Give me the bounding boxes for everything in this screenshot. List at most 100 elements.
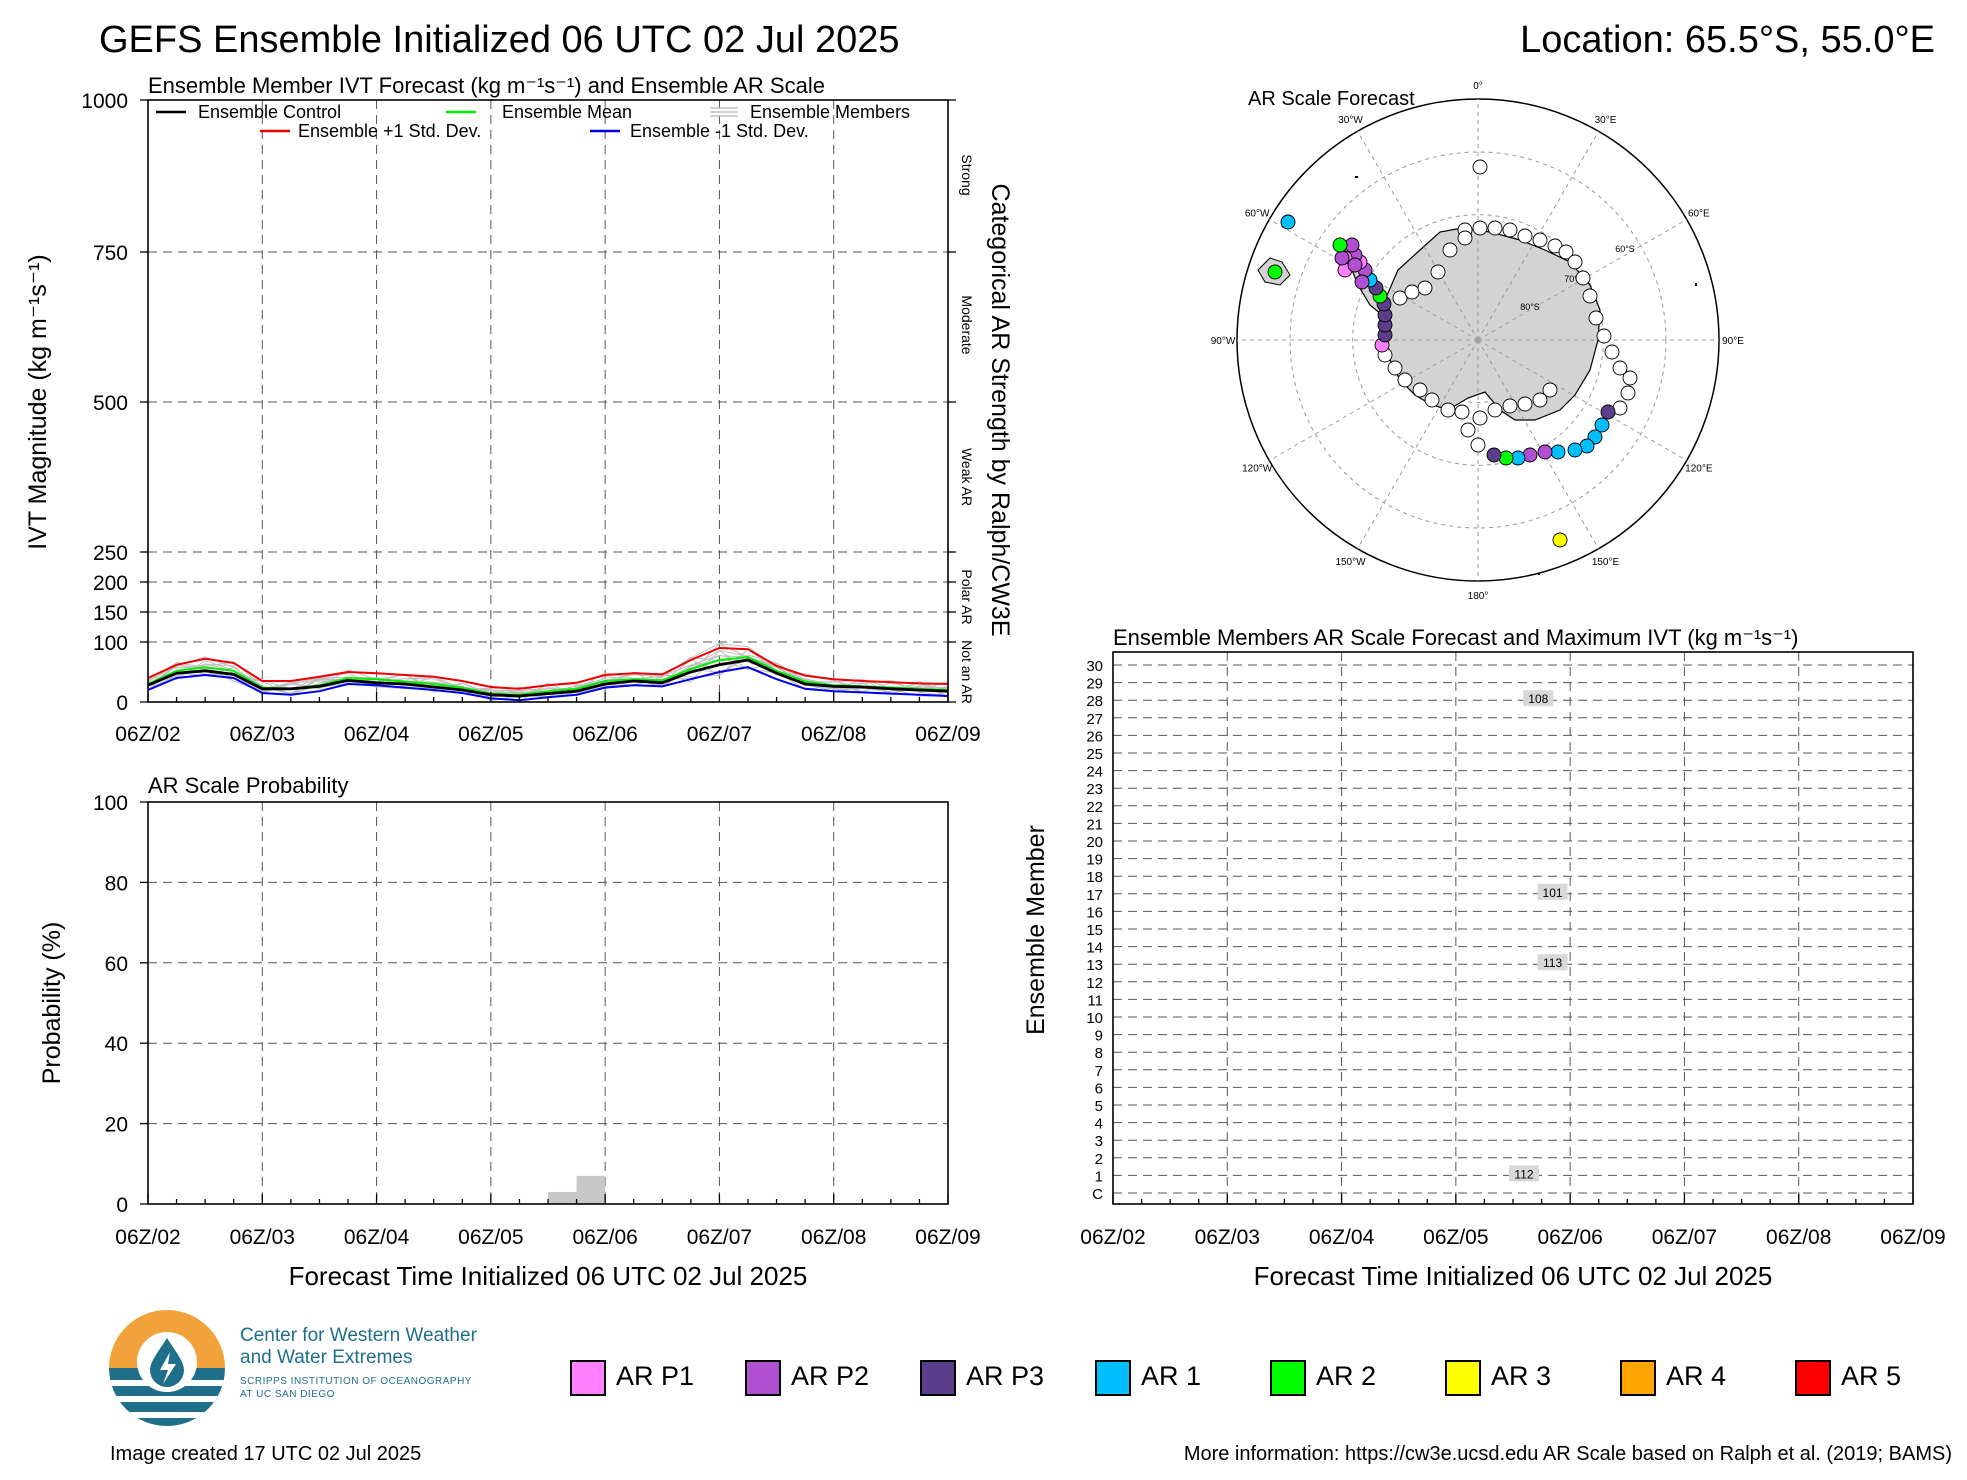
logo-line-4: AT UC SAN DIEGO bbox=[240, 1389, 335, 1400]
member-row-label: 8 bbox=[1095, 1045, 1103, 1062]
member-ivt-value: 113 bbox=[1543, 956, 1562, 970]
ivt-categories: Strong Moderate Weak AR Polar AR Not an AR bbox=[959, 154, 975, 704]
prob-xtick-label: 06Z/04 bbox=[344, 1226, 410, 1249]
ar-track-dot bbox=[1588, 310, 1604, 326]
ivt-category-label: Moderate bbox=[959, 295, 975, 354]
lightning-icon bbox=[160, 1352, 176, 1384]
member-panel: Ensemble Members AR Scale Forecast and M… bbox=[1022, 625, 1946, 1291]
ivt-series-lines bbox=[147, 646, 949, 702]
member-row-label: 6 bbox=[1095, 1080, 1103, 1097]
ar-track-dot bbox=[1442, 242, 1458, 258]
member-row-label: 29 bbox=[1086, 676, 1103, 693]
member-row-label: 17 bbox=[1086, 887, 1103, 904]
ar-track-dot bbox=[1417, 280, 1433, 296]
ivt-xtick-label: 06Z/08 bbox=[801, 723, 866, 746]
logo-line-3: SCRIPPS INSTITUTION OF OCEANOGRAPHY bbox=[240, 1376, 472, 1387]
ar-track-dot bbox=[1532, 392, 1548, 408]
prob-xtick-label: 06Z/02 bbox=[115, 1226, 180, 1249]
member-row-label: 19 bbox=[1086, 852, 1103, 869]
prob-panel-title: AR Scale Probability bbox=[148, 773, 349, 798]
ivt-category-label: Not an AR bbox=[959, 640, 975, 704]
map-island bbox=[1355, 176, 1358, 178]
ar-track-dot bbox=[1412, 382, 1428, 398]
legend-swatch-ar-p1 bbox=[570, 1360, 606, 1396]
prob-ytick-label: 20 bbox=[105, 1114, 128, 1137]
prob-xtick-label: 06Z/05 bbox=[458, 1226, 523, 1249]
member-row-label: 21 bbox=[1086, 816, 1103, 833]
member-y-label: Ensemble Member bbox=[1022, 825, 1050, 1035]
ivt-ytick-label: 200 bbox=[93, 572, 128, 595]
member-xtick-label: 06Z/02 bbox=[1080, 1226, 1145, 1249]
member-row-label: 7 bbox=[1095, 1063, 1103, 1080]
ar-track-dot bbox=[1594, 417, 1610, 433]
ivt-x-ticks: 06Z/02 06Z/03 06Z/04 06Z/05 06Z/06 06Z/07 06Z/… bbox=[115, 692, 981, 746]
legend-label-ar-p2: AR P2 bbox=[791, 1361, 870, 1391]
member-row-label: 15 bbox=[1086, 922, 1103, 939]
member-grid bbox=[1113, 652, 1913, 1204]
member-xtick-label: 06Z/06 bbox=[1537, 1226, 1602, 1249]
footer-info: More information: https://cw3e.ucsd.edu … bbox=[1184, 1443, 1952, 1465]
ar-track-dot bbox=[1332, 237, 1348, 253]
ar-track-dot bbox=[1472, 220, 1488, 236]
map-meridian bbox=[1357, 131, 1479, 341]
ar-track-dot bbox=[1502, 222, 1518, 238]
ivt-plus-std-line bbox=[147, 646, 949, 690]
map-lon-label: 180° bbox=[1468, 591, 1489, 602]
member-row-label: 23 bbox=[1086, 781, 1103, 798]
member-row-label: 25 bbox=[1086, 746, 1103, 763]
prob-frame bbox=[147, 801, 949, 1205]
ar-track-dot bbox=[1457, 230, 1473, 246]
member-row-label: 9 bbox=[1095, 1028, 1103, 1045]
member-ivt-cell bbox=[1509, 1165, 1539, 1182]
legend-swatch-ar-5 bbox=[1795, 1360, 1831, 1396]
map-lon-label: 30°W bbox=[1338, 115, 1363, 126]
prob-panel: AR Scale Probability 0 20 40 60 80 100 06Z/02… bbox=[38, 773, 981, 1291]
legend-label-ar-p1: AR P1 bbox=[616, 1361, 695, 1391]
legend-label-ar-3: AR 3 bbox=[1491, 1361, 1552, 1391]
prob-bars bbox=[548, 1175, 606, 1204]
map-lon-label: 120°E bbox=[1685, 464, 1713, 475]
prob-ytick-label: 60 bbox=[105, 953, 128, 976]
member-ivt-cell bbox=[1537, 883, 1568, 900]
ar-track-dot bbox=[1454, 404, 1470, 420]
member-xtick-label: 06Z/05 bbox=[1423, 1226, 1488, 1249]
map-lat-label: 60°S bbox=[1615, 244, 1635, 254]
map-meridian bbox=[1269, 339, 1479, 461]
legend-swatch-ar-1 bbox=[1095, 1360, 1131, 1396]
prob-xtick-label: 06Z/03 bbox=[230, 1226, 295, 1249]
legend-label-ar-p3: AR P3 bbox=[966, 1361, 1045, 1391]
member-ivt-value: 112 bbox=[1514, 1167, 1533, 1181]
ivt-xtick-label: 06Z/04 bbox=[344, 723, 410, 746]
member-row-label: 26 bbox=[1086, 728, 1103, 745]
member-row-label: 12 bbox=[1086, 975, 1103, 992]
member-row-label: 20 bbox=[1086, 834, 1103, 851]
prob-xtick-label: 06Z/07 bbox=[687, 1226, 752, 1249]
ivt-panel-title: Ensemble Member IVT Forecast (kg m⁻¹s⁻¹)… bbox=[148, 73, 825, 98]
legend-plus: Ensemble +1 Std. Dev. bbox=[298, 121, 481, 141]
prob-xtick-label: 06Z/08 bbox=[801, 1226, 866, 1249]
member-ivt-cell bbox=[1523, 690, 1554, 707]
map-lon-label: 60°W bbox=[1245, 209, 1270, 220]
ivt-ytick-label: 500 bbox=[93, 392, 128, 415]
member-xtick-label: 06Z/03 bbox=[1195, 1226, 1260, 1249]
ar-track-dot bbox=[1430, 264, 1446, 280]
member-xtick-label: 06Z/07 bbox=[1652, 1226, 1717, 1249]
map-lat-label: 70°S bbox=[1564, 274, 1584, 284]
ar-track-dot bbox=[1487, 402, 1503, 418]
member-row-label: 5 bbox=[1095, 1098, 1103, 1115]
member-row-label: 28 bbox=[1086, 693, 1103, 710]
main-title: GEFS Ensemble Initialized 06 UTC 02 Jul … bbox=[99, 19, 900, 61]
ivt-ytick-label: 750 bbox=[93, 242, 128, 265]
member-ivt-value: 108 bbox=[1528, 692, 1548, 706]
member-ivt-value: 101 bbox=[1543, 886, 1563, 900]
ar-track-dot bbox=[1334, 250, 1350, 266]
legend-label-ar-1: AR 1 bbox=[1141, 1361, 1202, 1391]
ar-track-dot bbox=[1440, 402, 1456, 418]
legend-swatch-ar-p3 bbox=[920, 1360, 956, 1396]
ivt-xtick-label: 06Z/07 bbox=[687, 723, 752, 746]
legend-control: Ensemble Control bbox=[198, 102, 341, 122]
prob-x-ticks: 06Z/02 06Z/03 06Z/04 06Z/05 06Z/06 06Z/07 06Z/… bbox=[115, 1194, 981, 1249]
ivt-category-label: Weak AR bbox=[959, 448, 975, 506]
member-row-label: 10 bbox=[1086, 1010, 1103, 1027]
ivt-xtick-label: 06Z/06 bbox=[572, 723, 637, 746]
